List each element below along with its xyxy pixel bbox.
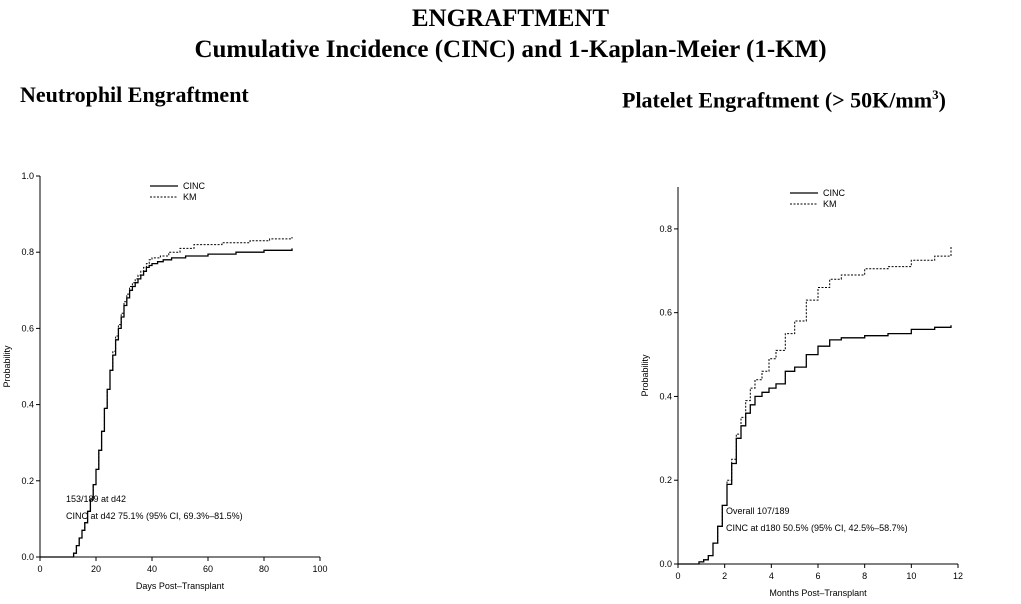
platelet-legend-label-cinc: CINC: [823, 188, 845, 198]
neutrophil-panel-title: Neutrophil Engraftment: [20, 80, 249, 110]
neutrophil-annotation: 153/189 at d42: [66, 494, 126, 504]
platelet-x-tick-label: 4: [769, 571, 774, 581]
platelet-x-tick-label: 6: [815, 571, 820, 581]
neutrophil-x-axis-label: Days Post–Transplant: [136, 581, 225, 591]
platelet-y-tick-label: 0.6: [659, 308, 672, 318]
platelet-x-tick-label: 12: [953, 571, 963, 581]
neutrophil-y-tick-label: 1.0: [21, 171, 34, 181]
neutrophil-y-tick-label: 0.2: [21, 476, 34, 486]
neutrophil-x-tick-label: 20: [91, 564, 101, 574]
platelet-annotation: CINC at d180 50.5% (95% CI, 42.5%–58.7%): [726, 523, 908, 533]
platelet-panel-title-end: ): [938, 87, 946, 113]
neutrophil-y-tick-label: 0.8: [21, 247, 34, 257]
platelet-panel-title-text: Platelet Engraftment (> 50K/mm: [622, 87, 933, 113]
neutrophil-legend-label-km: KM: [183, 192, 197, 202]
neutrophil-series-km-line: [40, 237, 293, 558]
platelet-series-km-line: [678, 245, 952, 565]
platelet-annotation: Overall 107/189: [726, 506, 790, 516]
neutrophil-panel-title-text: Neutrophil Engraftment: [20, 82, 249, 107]
neutrophil-legend-label-cinc: CINC: [183, 181, 205, 191]
platelet-y-axis-label: Probability: [640, 354, 650, 397]
page-title: ENGRAFTMENT: [411, 5, 610, 32]
platelet-x-tick-label: 8: [862, 571, 867, 581]
neutrophil-x-tick-label: 60: [203, 564, 213, 574]
platelet-y-tick-label: 0.8: [659, 224, 672, 234]
neutrophil-y-tick-label: 0.4: [21, 400, 34, 410]
neutrophil-x-tick-label: 40: [147, 564, 157, 574]
platelet-x-tick-label: 10: [906, 571, 916, 581]
platelet-y-tick-label: 0.4: [659, 391, 672, 401]
neutrophil-y-tick-label: 0.0: [21, 552, 34, 562]
neutrophil-y-axis-label: Probability: [2, 345, 12, 388]
neutrophil-y-tick-label: 0.6: [21, 323, 34, 333]
platelet-x-tick-label: 0: [675, 571, 680, 581]
neutrophil-x-tick-label: 80: [259, 564, 269, 574]
platelet-y-tick-label: 0.2: [659, 475, 672, 485]
platelet-x-axis-label: Months Post–Transplant: [769, 588, 867, 598]
neutrophil-x-tick-label: 100: [312, 564, 327, 574]
platelet-panel-title: Platelet Engraftment (> 50K/mm3): [622, 80, 946, 115]
page-subtitle: Cumulative Incidence (CINC) and 1-Kaplan…: [194, 36, 827, 63]
platelet-y-tick-label: 0.0: [659, 559, 672, 569]
platelet-x-tick-label: 2: [722, 571, 727, 581]
neutrophil-x-tick-label: 0: [37, 564, 42, 574]
neutrophil-annotation: CINC at d42 75.1% (95% CI, 69.3%–81.5%): [66, 511, 243, 521]
platelet-panel-title-superscript: 3: [932, 87, 939, 102]
platelet-legend-label-km: KM: [823, 199, 837, 209]
